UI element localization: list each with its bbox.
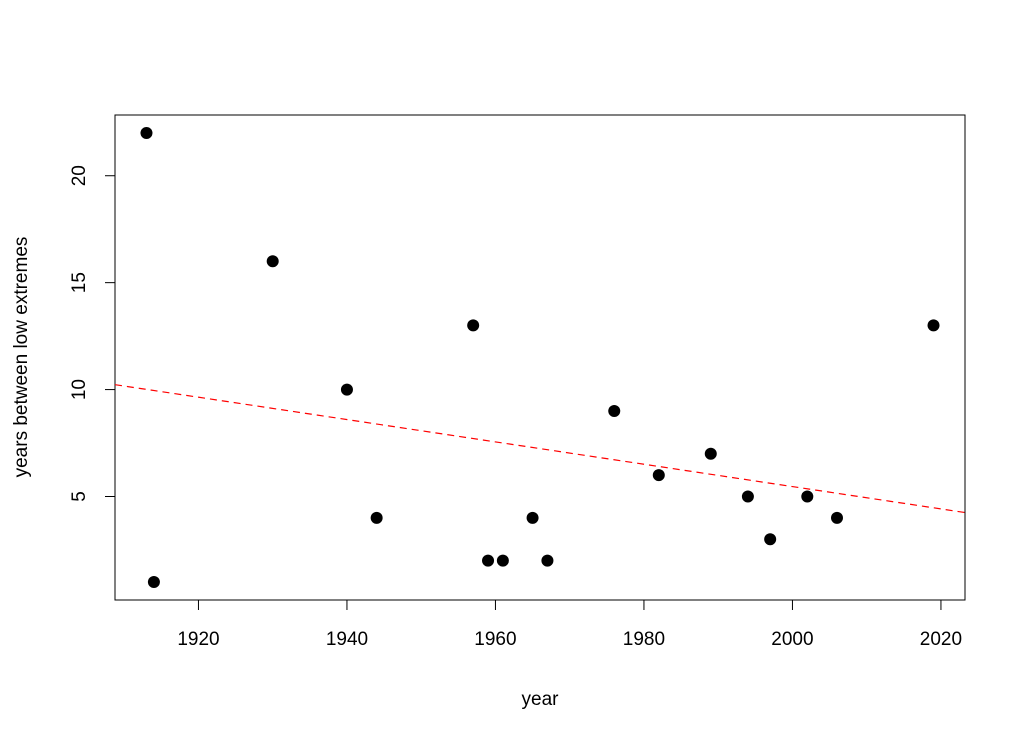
trend-line (114, 384, 966, 514)
point (496, 554, 509, 567)
y-tick-label: 20 (69, 165, 90, 186)
point (830, 511, 843, 524)
point (340, 383, 353, 396)
y-tick-label: 5 (69, 491, 90, 502)
point (370, 511, 383, 524)
x-tick-label: 1960 (474, 629, 516, 650)
point (526, 511, 539, 524)
y-tick-label: 15 (69, 272, 90, 293)
point (764, 533, 777, 546)
point (266, 255, 279, 268)
point (608, 404, 621, 417)
point (652, 469, 665, 482)
y-axis-label: years between low extremes (11, 237, 32, 478)
point (541, 554, 554, 567)
point (704, 447, 717, 460)
x-tick-label: 2000 (771, 629, 813, 650)
point (741, 490, 754, 503)
x-tick-label: 1980 (623, 629, 665, 650)
point (140, 126, 153, 139)
y-tick-label: 10 (69, 379, 90, 400)
point (147, 576, 160, 589)
point (801, 490, 814, 503)
x-axis-label: year (522, 689, 560, 710)
point (467, 319, 480, 332)
x-tick-label: 1920 (177, 629, 219, 650)
point (927, 319, 940, 332)
x-tick-label: 2020 (920, 629, 962, 650)
x-tick-label: 1940 (326, 629, 368, 650)
plot-frame (114, 114, 966, 601)
point (482, 554, 495, 567)
